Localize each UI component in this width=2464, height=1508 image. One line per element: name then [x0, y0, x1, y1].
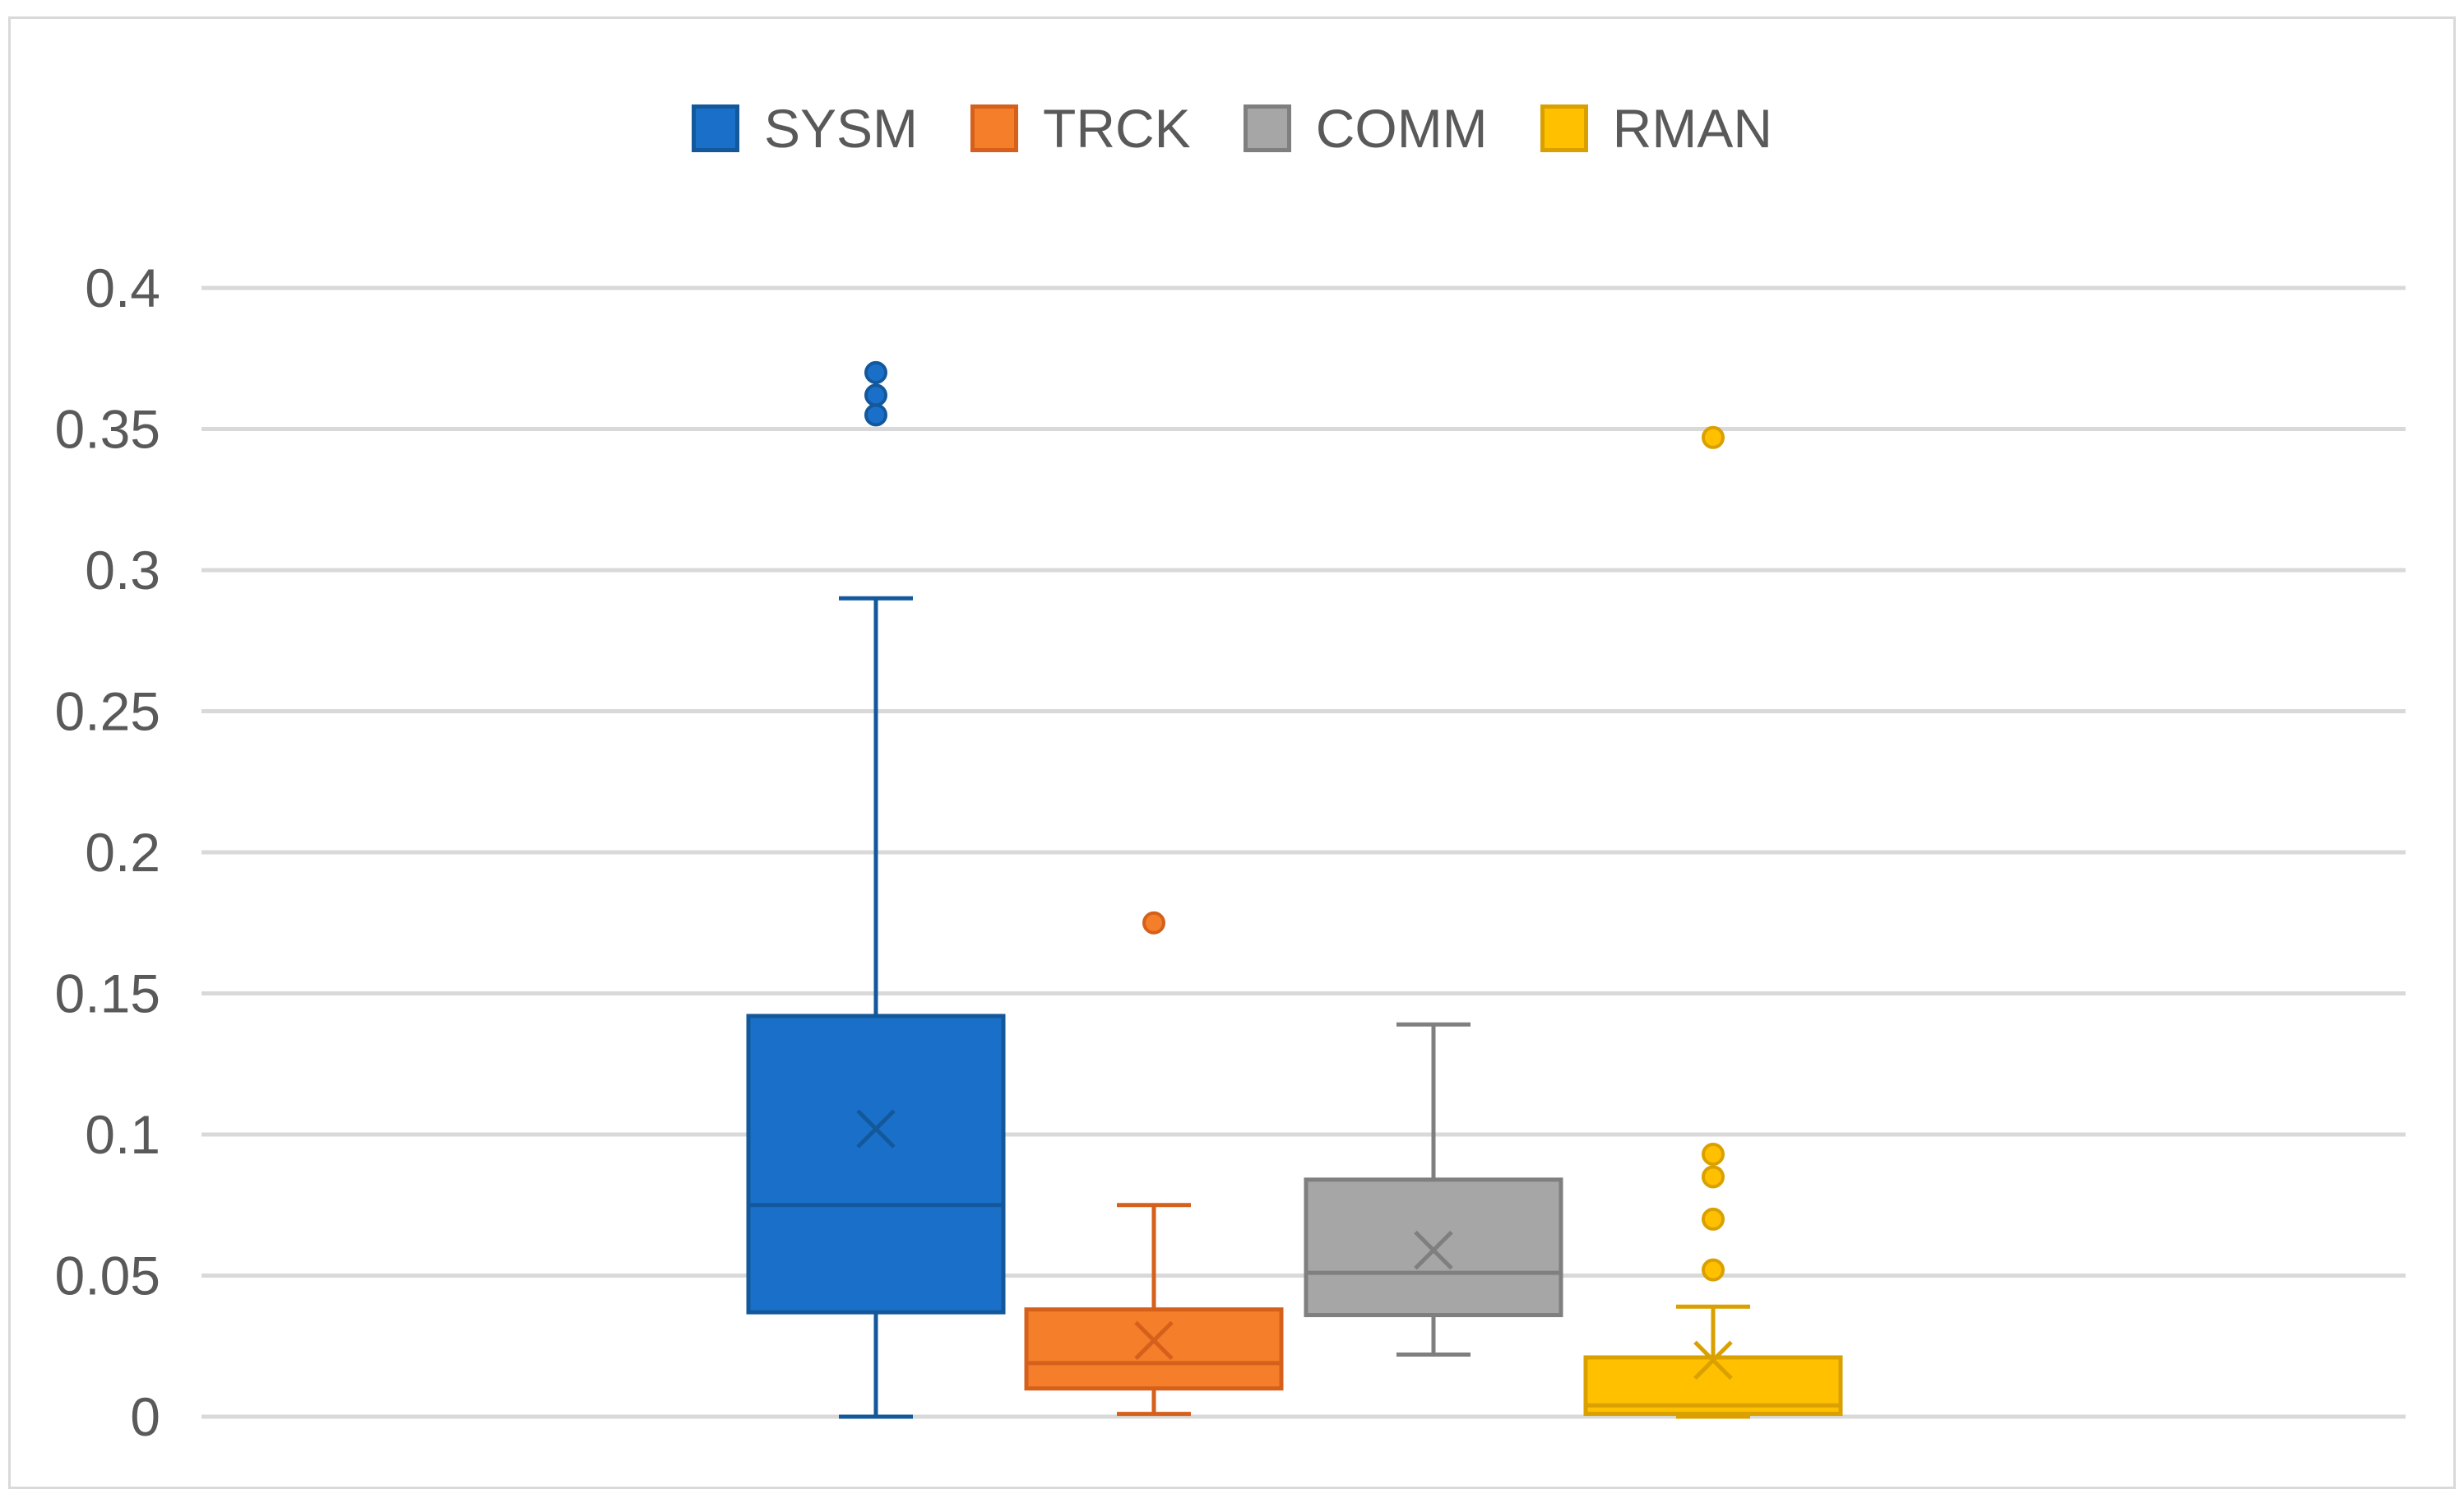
- y-axis-ticks: 0 0.05 0.1 0.15 0.2 0.25 0.3 0.35 0.4: [55, 258, 160, 1447]
- legend-item-comm: COMM: [1243, 97, 1488, 160]
- box-iqr: [1304, 1177, 1563, 1318]
- outlier-point: [1702, 1207, 1725, 1231]
- mean-marker: [1693, 1340, 1733, 1380]
- y-tick-label: 0.15: [55, 963, 160, 1024]
- box-rman: [1583, 425, 1843, 1419]
- y-tick-label: 0.25: [55, 681, 160, 742]
- outlier-point: [864, 383, 887, 407]
- y-tick-label: 0.1: [85, 1104, 160, 1165]
- y-tick-label: 0: [130, 1386, 160, 1447]
- legend-swatch-comm: [1243, 104, 1291, 152]
- box-iqr: [1024, 1307, 1284, 1391]
- y-tick-label: 0.3: [85, 540, 160, 601]
- outlier-point: [1702, 1143, 1725, 1167]
- legend-label-trck: TRCK: [1043, 98, 1191, 159]
- gridlines: [201, 285, 2406, 1419]
- legend-item-trck: TRCK: [970, 97, 1191, 160]
- y-tick-label: 0.05: [55, 1246, 160, 1306]
- outlier-point: [1702, 1165, 1725, 1189]
- outlier-point: [864, 360, 887, 384]
- box-trck: [1024, 911, 1284, 1417]
- legend-item-rman: RMAN: [1540, 97, 1772, 160]
- boxes: [746, 360, 1843, 1419]
- mean-marker: [1134, 1320, 1174, 1361]
- legend: SYSM TRCK COMM RMAN: [0, 97, 2464, 160]
- outlier-point: [864, 403, 887, 427]
- legend-label-rman: RMAN: [1612, 98, 1772, 159]
- outlier-point: [1702, 1258, 1725, 1282]
- box-sysm: [746, 360, 1006, 1419]
- legend-label-sysm: SYSM: [763, 98, 919, 159]
- mean-marker: [856, 1109, 896, 1148]
- box-iqr: [746, 1014, 1006, 1315]
- legend-swatch-trck: [970, 104, 1019, 152]
- box-comm: [1304, 1022, 1563, 1357]
- legend-swatch-rman: [1540, 104, 1588, 152]
- legend-item-sysm: SYSM: [691, 97, 919, 160]
- outlier-point: [1702, 425, 1725, 449]
- outlier-point: [1142, 911, 1165, 935]
- y-tick-label: 0.35: [55, 399, 160, 460]
- legend-swatch-sysm: [691, 104, 739, 152]
- mean-marker: [1414, 1230, 1453, 1270]
- legend-label-comm: COMM: [1315, 98, 1488, 159]
- y-tick-label: 0.4: [85, 258, 160, 318]
- y-tick-label: 0.2: [85, 822, 160, 883]
- chart-area: [8, 16, 2456, 1489]
